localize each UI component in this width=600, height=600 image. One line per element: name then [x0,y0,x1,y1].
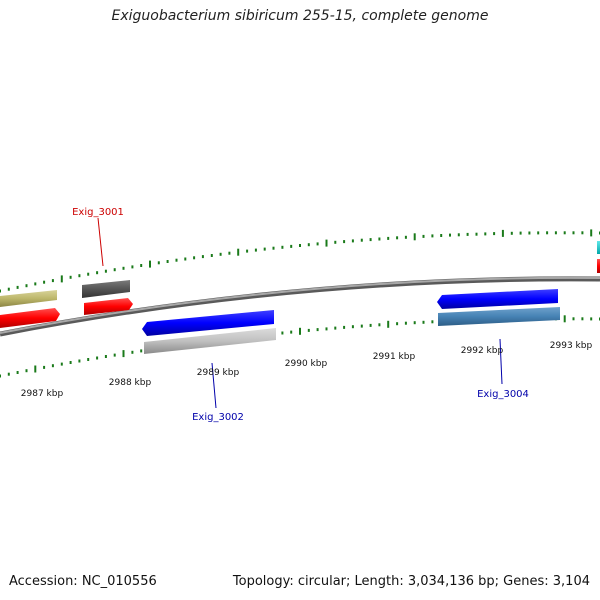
scale-label-2989: 2989 kbp [197,368,240,378]
gene-feature-cyan-edge [597,241,600,254]
gene-feature-steelblue [438,307,560,326]
scale-label-2988: 2988 kbp [109,378,152,388]
gene-feature-exig-3002 [142,310,274,336]
exig-3004-leader [499,338,503,385]
scale-label-2991: 2991 kbp [373,352,416,362]
scale-label-2993: 2993 kbp [550,341,593,351]
genome-backbone [0,276,600,337]
gene-feature-lightgray [144,328,276,354]
genome-summary: Topology: circular; Length: 3,034,136 bp… [232,574,590,589]
gene-label-exig-3001: Exig_3001 [72,207,124,218]
genome-title: Exiguobacterium sibiricum 255-15, comple… [111,8,489,24]
gene-feature-red-left [0,308,60,328]
gene-feature-exig-3001 [82,280,130,298]
gene-feature-red-mid [84,298,133,315]
gene-label-exig-3004: Exig_3004 [477,389,529,400]
scale-label-2987: 2987 kbp [21,389,64,399]
scale-label-2992: 2992 kbp [461,346,504,356]
gene-label-exig-3002: Exig_3002 [192,412,244,423]
accession-label: Accession: NC_010556 [9,574,157,589]
scale-label-2990: 2990 kbp [285,359,328,369]
gene-feature-exig-3004 [437,289,558,309]
exig-3001-leader [97,217,104,267]
genome-backbone-highlight [0,276,600,334]
gene-feature-red-edge [597,259,600,273]
exig-3002-leader [211,362,217,409]
gene-feature-olive [0,290,57,307]
upper-tick-row [0,229,600,293]
